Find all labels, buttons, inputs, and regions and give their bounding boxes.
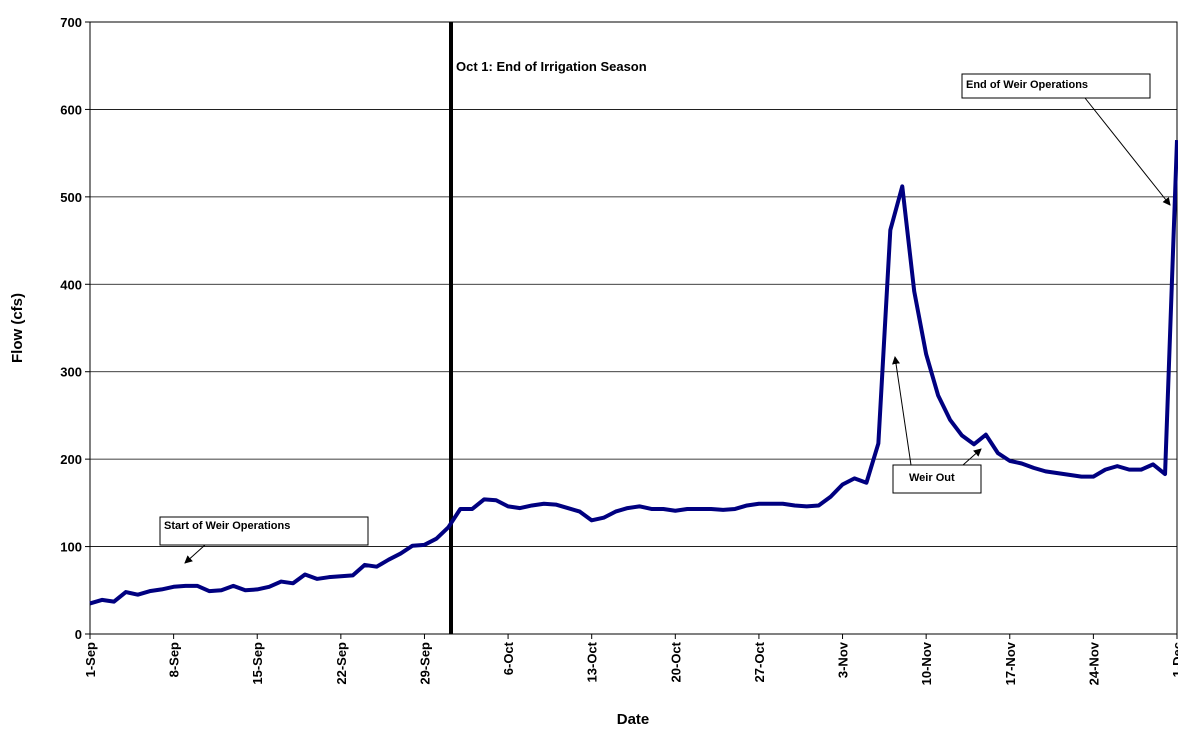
x-tick-label: 10-Nov bbox=[919, 641, 934, 685]
x-tick-label: 1-Dec bbox=[1170, 642, 1178, 677]
arrow bbox=[1084, 97, 1171, 206]
arrow bbox=[184, 544, 206, 564]
y-axis-label: Flow (cfs) bbox=[9, 293, 26, 363]
x-axis-label: Date bbox=[617, 711, 650, 728]
y-tick-label: 300 bbox=[60, 365, 82, 380]
arrow bbox=[962, 448, 982, 466]
flow-line bbox=[89, 139, 1178, 606]
y-tick-label: 700 bbox=[60, 15, 82, 30]
x-tick-label: 1-Sep bbox=[83, 642, 98, 677]
y-tick-label: 100 bbox=[60, 540, 82, 555]
x-tick-label: 27-Oct bbox=[752, 641, 767, 682]
x-tick-label: 22-Sep bbox=[334, 642, 349, 685]
x-tick-label: 15-Sep bbox=[250, 642, 265, 685]
x-tick-label: 20-Oct bbox=[668, 641, 683, 682]
annotation-box bbox=[892, 464, 982, 494]
plot bbox=[89, 139, 1178, 606]
y-tick-label: 400 bbox=[60, 277, 82, 292]
y-tick-label: 600 bbox=[60, 102, 82, 117]
x-tick-label: 8-Sep bbox=[167, 642, 182, 677]
annotation-box bbox=[159, 516, 369, 546]
plot-frame bbox=[89, 21, 1178, 635]
x-tick-label: 29-Sep bbox=[417, 642, 432, 685]
arrow bbox=[892, 356, 912, 466]
x-tick-label: 13-Oct bbox=[585, 641, 600, 682]
annotation: Weir Out bbox=[909, 472, 955, 484]
x-tick-label: 17-Nov bbox=[1003, 641, 1018, 685]
y-tick-label: 0 bbox=[75, 627, 82, 642]
x-tick-label: 24-Nov bbox=[1086, 641, 1101, 685]
annotation: End of Weir Operations bbox=[966, 79, 1088, 91]
grid bbox=[90, 21, 1177, 635]
x-tick-label: 6-Oct bbox=[501, 641, 516, 675]
x-tick-label: 3-Nov bbox=[836, 641, 851, 678]
y-tick-label: 200 bbox=[60, 452, 82, 467]
annotation-box bbox=[961, 73, 1151, 99]
annotation: Start of Weir Operations bbox=[164, 520, 290, 532]
annotation: Oct 1: End of Irrigation Season bbox=[456, 59, 647, 74]
y-tick-label: 500 bbox=[60, 190, 82, 205]
